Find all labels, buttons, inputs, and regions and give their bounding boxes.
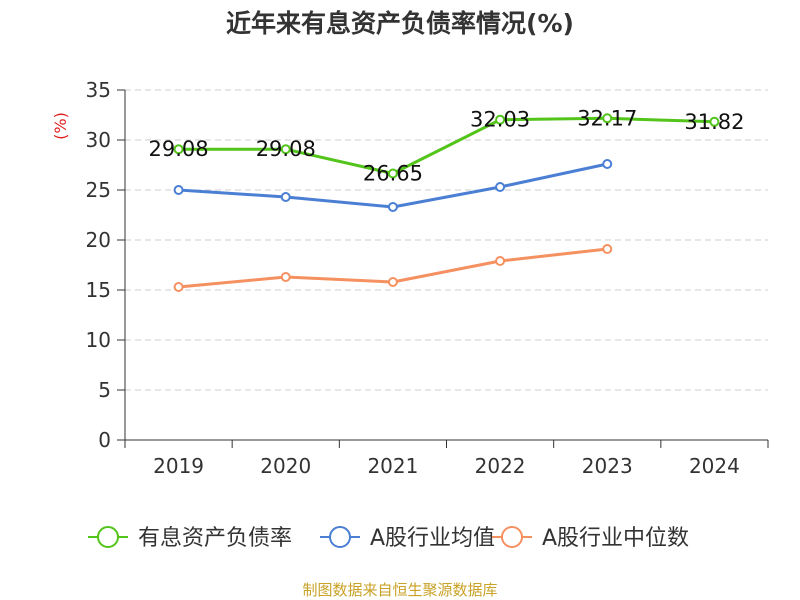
data-point [280,144,291,155]
data-point [387,202,398,212]
data-point [173,185,184,195]
x-tick-label: 2019 [153,454,204,478]
y-tick-label: 0 [98,428,111,452]
x-tick-label: 2023 [582,454,633,478]
data-label: 32.03 [470,108,530,132]
source-note: 制图数据来自恒生聚源数据库 [302,581,497,599]
legend-label: 有息资产负债率 [138,526,292,551]
data-label: 26.65 [363,162,423,186]
data-point [495,114,506,125]
legend-marker [97,526,119,548]
data-label: 31.82 [684,110,744,134]
data-point [173,144,184,155]
data-labels: 29.08 29.08 26.65 32.03 32.17 31.82 [149,106,745,185]
legend-item[interactable]: A股行业均值 [320,526,495,551]
data-point [387,277,398,287]
y-axis-label: (%) [51,112,70,140]
y-tick-label: 35 [86,78,111,102]
x-tick-label: 2022 [475,454,526,478]
y-tick-label: 10 [86,328,111,352]
legend: 有息资产负债率 A股行业均值 A股行业中位数 [88,526,689,551]
data-point [173,282,184,292]
legend-item[interactable]: A股行业中位数 [492,526,689,551]
data-label: 32.17 [577,106,637,130]
grid-lines [125,89,768,391]
x-tick-label: 2024 [689,454,740,478]
data-point [280,192,291,202]
x-tick-label: 2021 [367,454,418,478]
series-line [178,116,715,175]
series-lines [173,113,720,292]
chart-title: 近年来有息资产负债率情况(%) [226,9,574,38]
data-point [602,113,613,124]
data-point [709,116,720,127]
x-tick-label: 2020 [260,454,311,478]
data-point [602,159,613,169]
data-point [495,182,506,192]
legend-label: A股行业均值 [370,526,495,551]
data-point [495,256,506,266]
data-label: 29.08 [149,137,209,161]
legend-label: A股行业中位数 [542,526,689,551]
y-tick-label: 20 [86,228,111,252]
axes: 0 5 10 15 20 25 30 35 2019 2020 2021 2022 2023 2024 [86,78,769,478]
data-point [602,244,613,254]
legend-item[interactable]: 有息资产负债率 [88,526,292,551]
y-tick-label: 5 [98,378,111,402]
data-point [280,272,291,282]
legend-marker [329,526,351,548]
y-tick-label: 30 [86,128,111,152]
y-tick-label: 25 [86,178,111,202]
y-tick-label: 15 [86,278,111,302]
data-point [387,168,398,179]
legend-marker [501,526,523,548]
data-label: 29.08 [256,137,316,161]
